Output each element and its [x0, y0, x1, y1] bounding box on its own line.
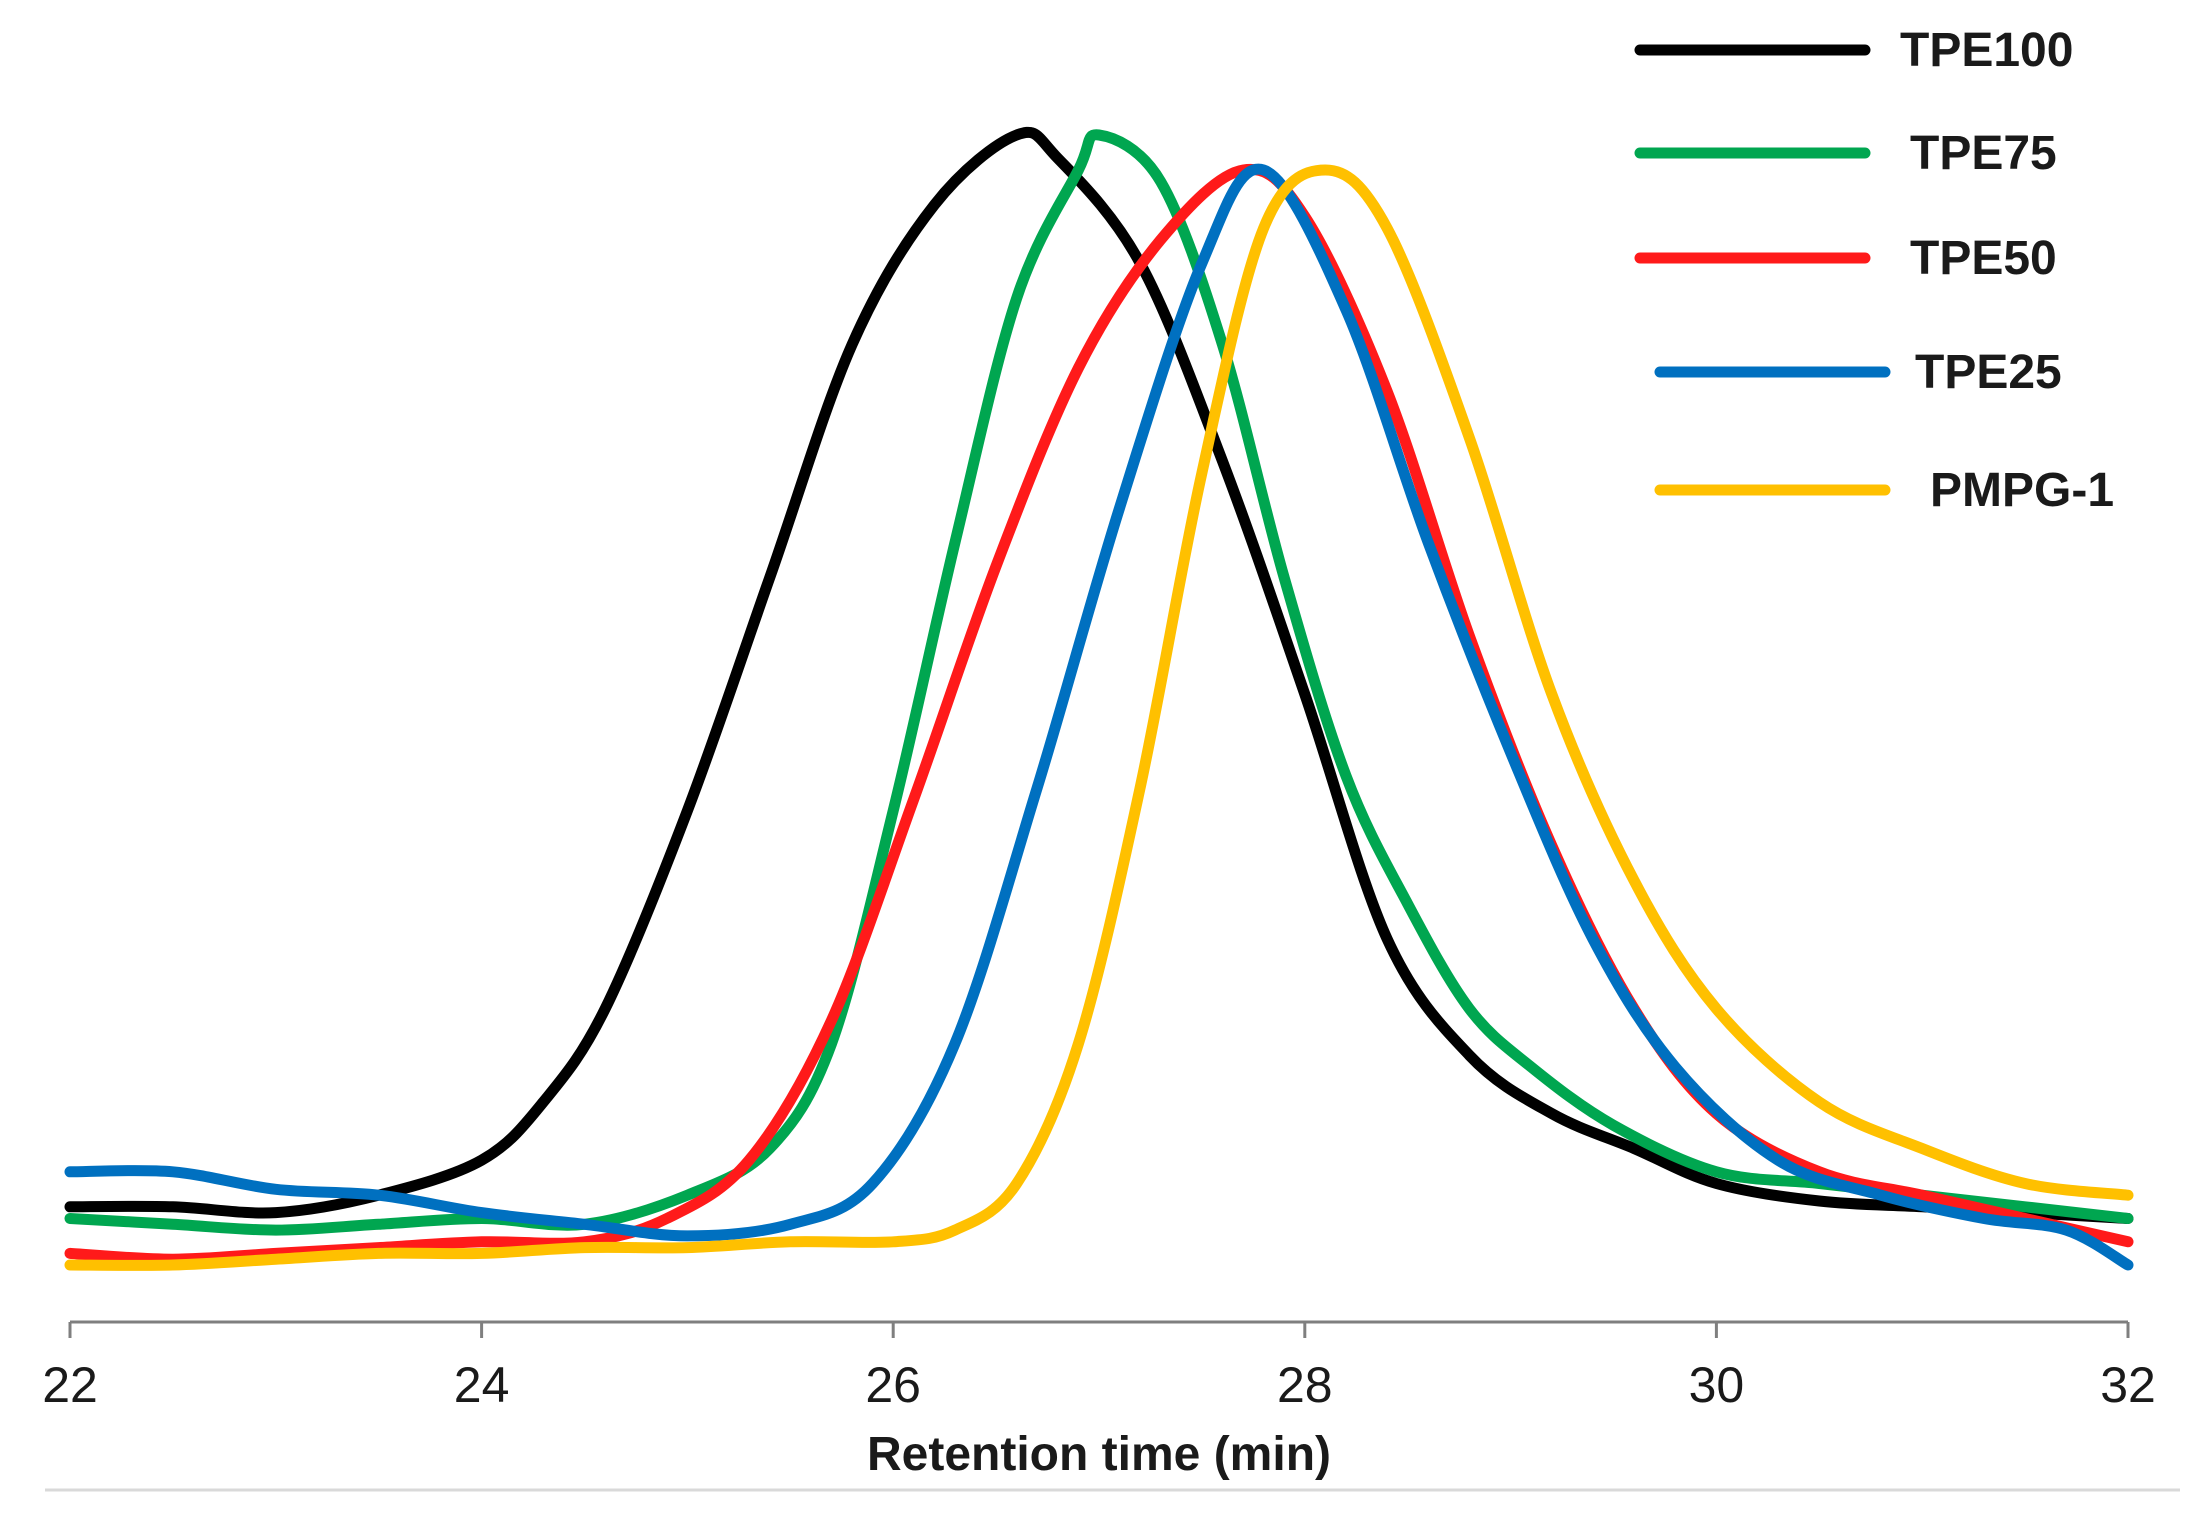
x-axis-title: Retention time (min)	[867, 1428, 1331, 1481]
legend-label-tpe25: TPE25	[1915, 346, 2062, 399]
x-tick-label: 32	[2100, 1357, 2156, 1413]
x-tick-label: 24	[454, 1357, 510, 1413]
series-line-tpe100	[64, 126, 2134, 1224]
legend-label-tpe100: TPE100	[1900, 24, 2073, 77]
series-layer	[64, 126, 2134, 1271]
series-line-pmpg-1	[64, 164, 2134, 1271]
series-line-tpe25	[64, 163, 2134, 1271]
legend-label-tpe50: TPE50	[1910, 232, 2057, 285]
x-tick-label: 26	[865, 1357, 921, 1413]
legend-label-tpe75: TPE75	[1910, 127, 2057, 180]
legend: TPE100 TPE75 TPE50 TPE25 PMPG-1	[1634, 24, 2114, 517]
x-tick-layer: 22 24 26 28 30 32	[42, 1322, 2156, 1413]
x-tick-label: 22	[42, 1357, 98, 1413]
legend-label-pmpg-1: PMPG-1	[1930, 464, 2114, 517]
x-tick-label: 30	[1689, 1357, 1745, 1413]
series-line-tpe75	[64, 129, 2134, 1236]
x-tick-label: 28	[1277, 1357, 1333, 1413]
